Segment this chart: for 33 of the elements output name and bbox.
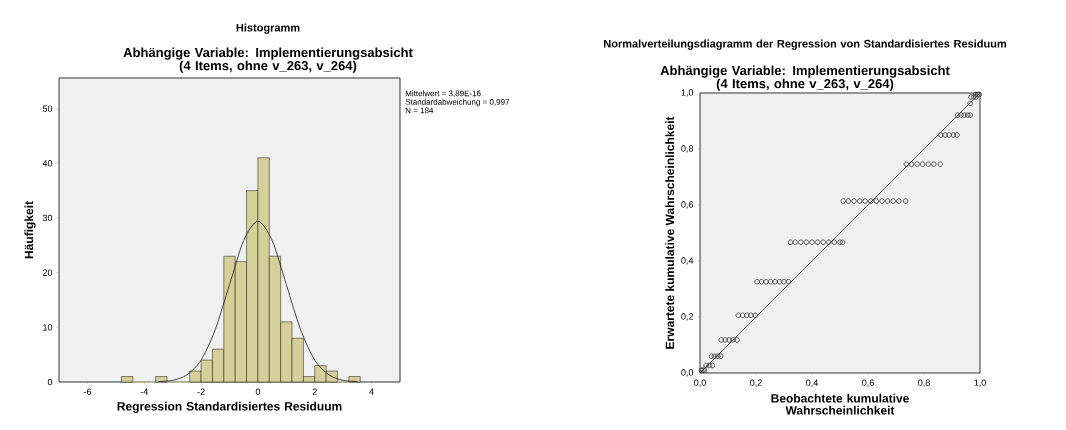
x-tick-label: -2: [197, 388, 205, 395]
y-tick-label: 0,6: [681, 201, 694, 209]
x-tick-label: 0,2: [750, 379, 762, 387]
y-tick-label: 0,4: [681, 257, 694, 265]
y-tick-label: 10: [43, 324, 53, 331]
x-axis-title: Beobachtete kumulative Wahrscheinlichkeit: [771, 393, 909, 415]
x-tick-label: 0,6: [862, 379, 874, 387]
y-tick-label: 20: [42, 269, 53, 276]
y-tick-label: 0,8: [681, 145, 694, 153]
y-axis-title: Häufigkeit: [24, 201, 36, 259]
x-tick-label: -6: [83, 388, 92, 395]
text: N = 184: [405, 107, 434, 114]
chart-title: Normalverteilungsdiagramm der Regression von Standardisiertes Residuum: [604, 39, 1007, 50]
chart-title: Histogramm: [236, 23, 300, 34]
y-tick-label: 0,2: [681, 313, 694, 321]
x-tick-label: 0,8: [918, 379, 930, 387]
x-axis-title: Regression Standardisiertes Residuum: [117, 401, 342, 413]
x-tick-label: 0: [255, 388, 261, 395]
x-tick-label: 0,0: [694, 379, 706, 387]
x-tick-label: 1,0: [974, 379, 986, 387]
y-tick-label: 40: [42, 160, 53, 167]
y-axis-title: Erwartete kumulative Wahrscheinlichkeit: [665, 116, 675, 349]
y-tick-label: 50: [42, 105, 53, 112]
chart-subtitle: Abhängige Variable: Implementierungsabsicht (4 Items, ohne v_263, v_264): [123, 47, 413, 73]
text: Mittelwert = 3,89E-16: [405, 90, 481, 98]
y-tick-label: 0,0: [681, 369, 694, 377]
x-tick-label: 2: [312, 388, 317, 395]
x-tick-label: 0,4: [806, 379, 818, 387]
text: Standardabweichung = 0,997: [405, 98, 510, 107]
y-tick-label: 30: [42, 214, 53, 222]
x-tick-label: -4: [140, 388, 148, 395]
y-tick-label: 1,0: [681, 89, 694, 97]
x-tick-label: 4: [369, 388, 374, 395]
